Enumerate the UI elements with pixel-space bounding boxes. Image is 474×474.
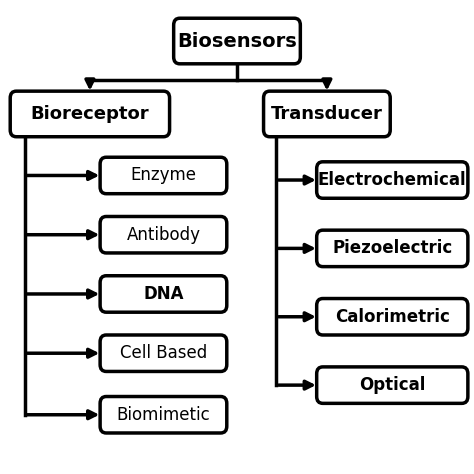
Text: Transducer: Transducer bbox=[271, 105, 383, 123]
FancyBboxPatch shape bbox=[317, 162, 468, 198]
Text: Piezoelectric: Piezoelectric bbox=[332, 239, 452, 257]
FancyBboxPatch shape bbox=[173, 18, 301, 64]
Text: Biosensors: Biosensors bbox=[177, 31, 297, 51]
FancyBboxPatch shape bbox=[100, 276, 227, 312]
Text: Enzyme: Enzyme bbox=[130, 166, 196, 184]
FancyBboxPatch shape bbox=[10, 91, 170, 137]
Text: DNA: DNA bbox=[143, 285, 184, 303]
FancyBboxPatch shape bbox=[264, 91, 390, 137]
FancyBboxPatch shape bbox=[100, 335, 227, 372]
FancyBboxPatch shape bbox=[317, 230, 468, 267]
FancyBboxPatch shape bbox=[317, 367, 468, 403]
Text: Antibody: Antibody bbox=[127, 226, 201, 244]
Text: Optical: Optical bbox=[359, 376, 426, 394]
Text: Calorimetric: Calorimetric bbox=[335, 308, 450, 326]
FancyBboxPatch shape bbox=[100, 157, 227, 194]
FancyBboxPatch shape bbox=[317, 299, 468, 335]
Text: Biomimetic: Biomimetic bbox=[117, 406, 210, 424]
Text: Bioreceptor: Bioreceptor bbox=[31, 105, 149, 123]
FancyBboxPatch shape bbox=[100, 217, 227, 253]
FancyBboxPatch shape bbox=[100, 397, 227, 433]
Text: Cell Based: Cell Based bbox=[120, 344, 207, 362]
Text: Electrochemical: Electrochemical bbox=[318, 171, 466, 189]
